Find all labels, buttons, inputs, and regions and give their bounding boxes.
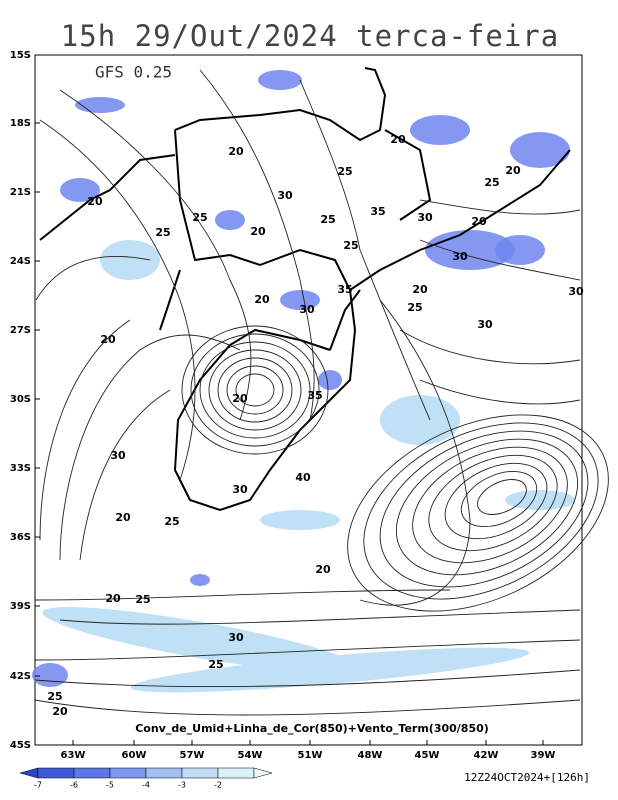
lat-label: 42S xyxy=(10,671,31,682)
contour-label: 20 xyxy=(87,195,103,208)
contour-label: 25 xyxy=(47,690,62,703)
scale-label: -4 xyxy=(142,781,150,790)
streamline-ring xyxy=(412,446,568,564)
contour-label: 30 xyxy=(568,285,584,298)
scale-swatch xyxy=(73,767,111,779)
lat-label: 30S xyxy=(10,394,31,405)
contour-label: 20 xyxy=(254,293,270,306)
lat-label: 27S xyxy=(10,325,31,336)
scale-label: -6 xyxy=(70,781,78,790)
contour-label: 30 xyxy=(299,303,315,316)
map-area: GFS 0.25 20 20 25 20 20 30 25 25 35 30 20 25 20 25 30 2… xyxy=(32,54,609,746)
lon-label: 57W xyxy=(180,750,205,761)
scale-swatch xyxy=(109,767,147,779)
streamline-ring xyxy=(460,471,538,527)
color-scale: -7 -6 -5 -4 -3 -2 xyxy=(19,767,273,790)
contour-label: 25 xyxy=(135,593,150,606)
contour-label: 20 xyxy=(100,333,116,346)
streamline-ring xyxy=(235,373,275,407)
lon-label: 48W xyxy=(358,750,383,761)
streamline-ring xyxy=(379,430,589,588)
title: 15h 29/Out/2024 terca-feira xyxy=(61,19,559,53)
contour-label: 35 xyxy=(370,205,385,218)
streamline-ring xyxy=(208,349,302,431)
contour-label: 20 xyxy=(390,133,406,146)
moisture-shading xyxy=(32,70,575,693)
contour-label: 30 xyxy=(228,631,244,644)
lon-label: 51W xyxy=(298,750,323,761)
contour-label: 25 xyxy=(343,239,358,252)
scale-swatch xyxy=(181,767,219,779)
contour-label: 40 xyxy=(295,471,311,484)
scale-swatch xyxy=(37,767,75,779)
contour-label: 25 xyxy=(155,226,170,239)
scale-swatch xyxy=(217,767,255,779)
run-info: 12Z24OCT2024+[126h] xyxy=(464,771,590,784)
streamline-ring xyxy=(199,341,311,439)
streamlines xyxy=(34,69,609,716)
streamline-ring xyxy=(181,325,329,455)
contour-label: 25 xyxy=(407,301,422,314)
lon-label: 42W xyxy=(474,750,499,761)
contour-label: 20 xyxy=(228,145,244,158)
contour-label: 30 xyxy=(477,318,493,331)
contour-label: 25 xyxy=(337,165,352,178)
contour-label: 25 xyxy=(192,211,207,224)
streamline-ring xyxy=(444,462,548,540)
lon-label: 39W xyxy=(531,750,556,761)
lon-label: 63W xyxy=(61,750,86,761)
streamline-ring xyxy=(363,422,599,600)
streamline-ring xyxy=(190,333,320,447)
model-label: GFS 0.25 xyxy=(95,63,172,82)
contour-label: 30 xyxy=(110,449,126,462)
lat-label: 36S xyxy=(10,532,31,543)
scale-swatch xyxy=(145,767,183,779)
lat-label: 33S xyxy=(10,463,31,474)
contour-label: 30 xyxy=(232,483,248,496)
map-caption: Conv_de_Umid+Linha_de_Cor(850)+Vento_Ter… xyxy=(135,722,489,735)
scale-label: -7 xyxy=(34,781,42,790)
lat-label: 39S xyxy=(10,601,31,612)
contour-label: 20 xyxy=(115,511,131,524)
scale-label: -2 xyxy=(214,781,222,790)
streamline-ring xyxy=(347,414,609,612)
contour-label: 25 xyxy=(484,176,499,189)
contour-label: 30 xyxy=(452,250,468,263)
scale-label: -3 xyxy=(178,781,186,790)
contour-label: 25 xyxy=(320,213,335,226)
contour-label: 25 xyxy=(208,658,223,671)
contour-label: 20 xyxy=(232,392,248,405)
lat-label: 24S xyxy=(10,256,31,267)
contour-label: 20 xyxy=(315,563,331,576)
lat-label: 21S xyxy=(10,187,31,198)
contour-label: 20 xyxy=(105,592,121,605)
contour-label: 20 xyxy=(250,225,266,238)
lon-label: 45W xyxy=(415,750,440,761)
contour-label: 25 xyxy=(164,515,179,528)
scale-label: -5 xyxy=(106,781,114,790)
streamline-ring xyxy=(428,454,558,552)
lat-label: 15S xyxy=(10,50,31,61)
scale-end xyxy=(253,767,273,779)
lon-label: 60W xyxy=(122,750,147,761)
contour-label: 30 xyxy=(417,211,433,224)
lon-label: 54W xyxy=(238,750,263,761)
lat-label: 45S xyxy=(10,740,31,751)
contour-label: 20 xyxy=(505,164,521,177)
streamline-ring xyxy=(217,357,293,423)
streamline-ring xyxy=(226,365,284,415)
contour-label: 20 xyxy=(52,705,68,718)
streamline-ring xyxy=(477,479,527,515)
contour-label: 35 xyxy=(307,389,322,402)
lat-label: 18S xyxy=(10,118,31,129)
streamline-ring xyxy=(395,438,579,576)
contour-label: 20 xyxy=(471,215,487,228)
contour-label: 35 xyxy=(337,283,352,296)
contour-label: 20 xyxy=(412,283,428,296)
contour-label: 30 xyxy=(277,189,293,202)
